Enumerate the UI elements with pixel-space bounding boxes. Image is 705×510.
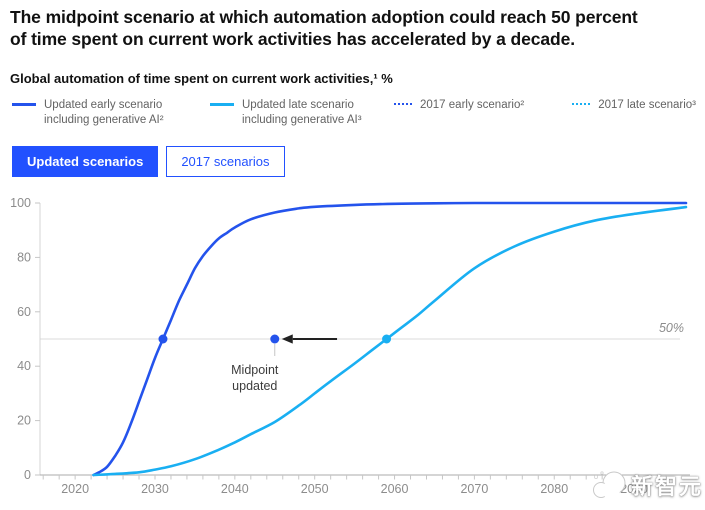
y-axis-label: 20 [17,414,31,428]
y-axis-label: 60 [17,305,31,319]
solid-line-icon [210,103,234,106]
tab-updated-scenarios[interactable]: Updated scenarios [12,146,159,177]
annotation-arrow-head [281,334,293,344]
legend: Updated early scenario including generat… [12,98,696,128]
annotation-label: updated [232,379,277,393]
x-axis-label: 2040 [221,482,249,496]
legend-item-updated-late: Updated late scenario including generati… [210,98,378,128]
watermark-text: 新智元 [630,474,703,499]
y-axis-label: 80 [17,250,31,264]
chart-subtitle: Global automation of time spent on curre… [10,71,393,86]
annotation-label: Midpoint [231,363,279,377]
x-axis-label: 2070 [460,482,488,496]
midpoint-dot-1 [382,334,392,344]
scenario-tabs: Updated scenarios 2017 scenarios [12,146,285,177]
x-axis-label: 2080 [540,482,568,496]
dotted-line-icon [572,103,591,105]
annotation-midpoint-dot [270,334,280,344]
series-line-0 [92,201,688,477]
x-axis-label: 2090 [620,482,648,496]
legend-item-label: 2017 early scenario² [420,99,525,111]
solid-line-icon [12,103,36,106]
legend-item-label: 2017 late scenario³ [598,99,697,111]
watermark: 新智元 [589,468,703,502]
tab-2017-scenarios[interactable]: 2017 scenarios [166,146,285,177]
reference-line-label: 50% [659,321,684,335]
legend-item-label: Updated early scenario including generat… [44,99,164,127]
legend-item-updated-early: Updated early scenario including generat… [12,98,180,128]
midpoint-dot-0 [158,334,168,344]
legend-item-label: Updated late scenario including generati… [242,99,362,127]
dotted-line-icon [394,103,412,105]
cloud-logo-icon [592,471,626,499]
y-axis-label: 40 [17,359,31,373]
chart-canvas: 50%2020 2030 2040 2050 2060 2070 2080 209002040… [10,196,690,496]
series-line-1 [92,205,688,477]
page-title: The midpoint scenario at which automatio… [10,7,638,50]
legend-item-2017-late: 2017 late scenario³ [572,98,696,113]
y-axis-label: 100 [10,196,31,210]
y-axis-label: 0 [24,468,31,482]
x-axis-label: 2050 [301,482,329,496]
x-axis-label: 2030 [141,482,169,496]
legend-item-2017-early: 2017 early scenario² [394,98,524,113]
x-axis-label: 2060 [381,482,409,496]
x-axis-label: 2020 [61,482,89,496]
